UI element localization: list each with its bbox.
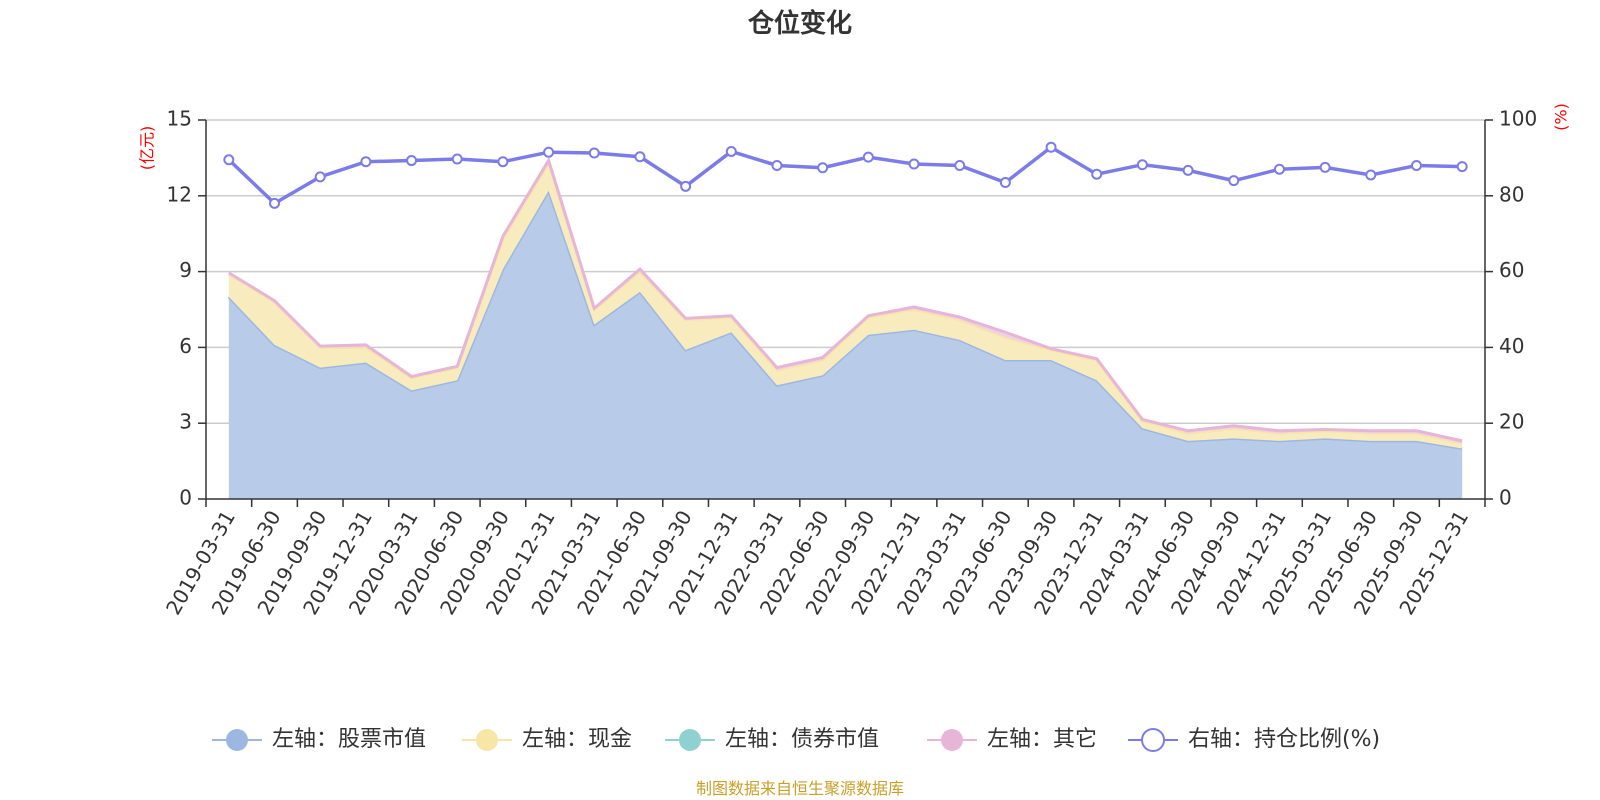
ratio-point: [1456, 161, 1468, 173]
legend-label: 右轴：持仓比例(%): [1188, 727, 1380, 752]
source-note: 制图数据来自恒生聚源数据库: [696, 779, 904, 798]
legend-item[interactable]: 左轴：其它: [927, 727, 1097, 752]
left-tick-label: 12: [167, 182, 192, 206]
ratio-point: [406, 155, 418, 167]
area-fill: [228, 190, 1463, 499]
legend-marker-icon: [1141, 728, 1165, 752]
ratio-point: [634, 151, 646, 163]
ratio-point: [588, 147, 600, 159]
left-tick-label: 15: [167, 107, 192, 131]
chart-title: 仓位变化: [747, 8, 852, 39]
ratio-point: [725, 145, 737, 157]
ratio-point: [314, 171, 326, 183]
ratio-point: [497, 156, 509, 168]
ratio-point: [1182, 164, 1194, 176]
right-axis-ticks: 0 20 40 60 80 100: [1485, 107, 1537, 510]
grid-lines: [206, 119, 1485, 424]
ratio-line: [227, 145, 1463, 206]
area-line: [228, 156, 1463, 443]
right-axis-unit: (%): [1552, 103, 1571, 131]
legend: 左轴：股票市值 左轴：现金 左轴：债券市值 左轴：其它 右轴：持仓比例(%): [212, 727, 1380, 752]
ratio-point: [1365, 169, 1377, 181]
left-axis-unit: (亿元): [138, 126, 157, 171]
legend-item[interactable]: 左轴：股票市值: [212, 727, 426, 752]
ratio-point: [771, 159, 783, 171]
right-tick-label: 20: [1499, 410, 1524, 434]
legend-label: 左轴：股票市值: [272, 727, 426, 752]
left-tick-label: 9: [179, 258, 192, 282]
x-axis-ticks: 2019-03-312019-06-302019-09-302019-12-31…: [161, 499, 1486, 619]
right-tick-label: 0: [1499, 486, 1512, 510]
right-tick-label: 80: [1499, 182, 1524, 206]
area-line: [227, 187, 1463, 450]
ratio-point: [451, 153, 463, 165]
legend-item[interactable]: 右轴：持仓比例(%): [1128, 727, 1380, 752]
ratio-point: [954, 159, 966, 171]
stacked-areas: [227, 156, 1463, 499]
ratio-point: [1045, 141, 1057, 153]
legend-label: 左轴：其它: [987, 727, 1097, 752]
ratio-point: [817, 162, 829, 174]
legend-marker-icon: [226, 729, 248, 751]
ratio-point: [1410, 159, 1422, 171]
ratio-point: [1273, 163, 1285, 175]
ratio-point: [999, 177, 1011, 189]
ratio-point: [360, 156, 372, 168]
legend-marker-icon: [476, 729, 498, 751]
legend-item[interactable]: 左轴：债券市值: [665, 727, 879, 752]
ratio-point: [269, 197, 281, 209]
left-tick-label: 6: [179, 334, 192, 358]
left-axis-ticks: 0 3 6 9 12 15: [167, 107, 206, 510]
left-tick-label: 0: [179, 486, 192, 510]
legend-label: 左轴：债券市值: [725, 727, 879, 752]
right-tick-label: 60: [1499, 258, 1524, 282]
legend-marker-icon: [941, 729, 963, 751]
ratio-point: [1228, 175, 1240, 187]
ratio-point: [1136, 159, 1148, 171]
legend-item[interactable]: 左轴：现金: [462, 727, 632, 752]
legend-label: 左轴：现金: [522, 727, 632, 752]
legend-marker-icon: [679, 729, 701, 751]
ratio-series: [223, 141, 1468, 209]
ratio-point: [680, 180, 692, 192]
right-tick-label: 40: [1499, 334, 1524, 358]
left-tick-label: 3: [179, 410, 192, 434]
right-tick-label: 100: [1499, 107, 1537, 131]
ratio-point: [862, 151, 874, 163]
ratio-point: [543, 146, 555, 158]
ratio-point: [1091, 168, 1103, 180]
ratio-point: [223, 154, 235, 166]
ratio-point: [1319, 161, 1331, 173]
ratio-point: [908, 158, 920, 170]
